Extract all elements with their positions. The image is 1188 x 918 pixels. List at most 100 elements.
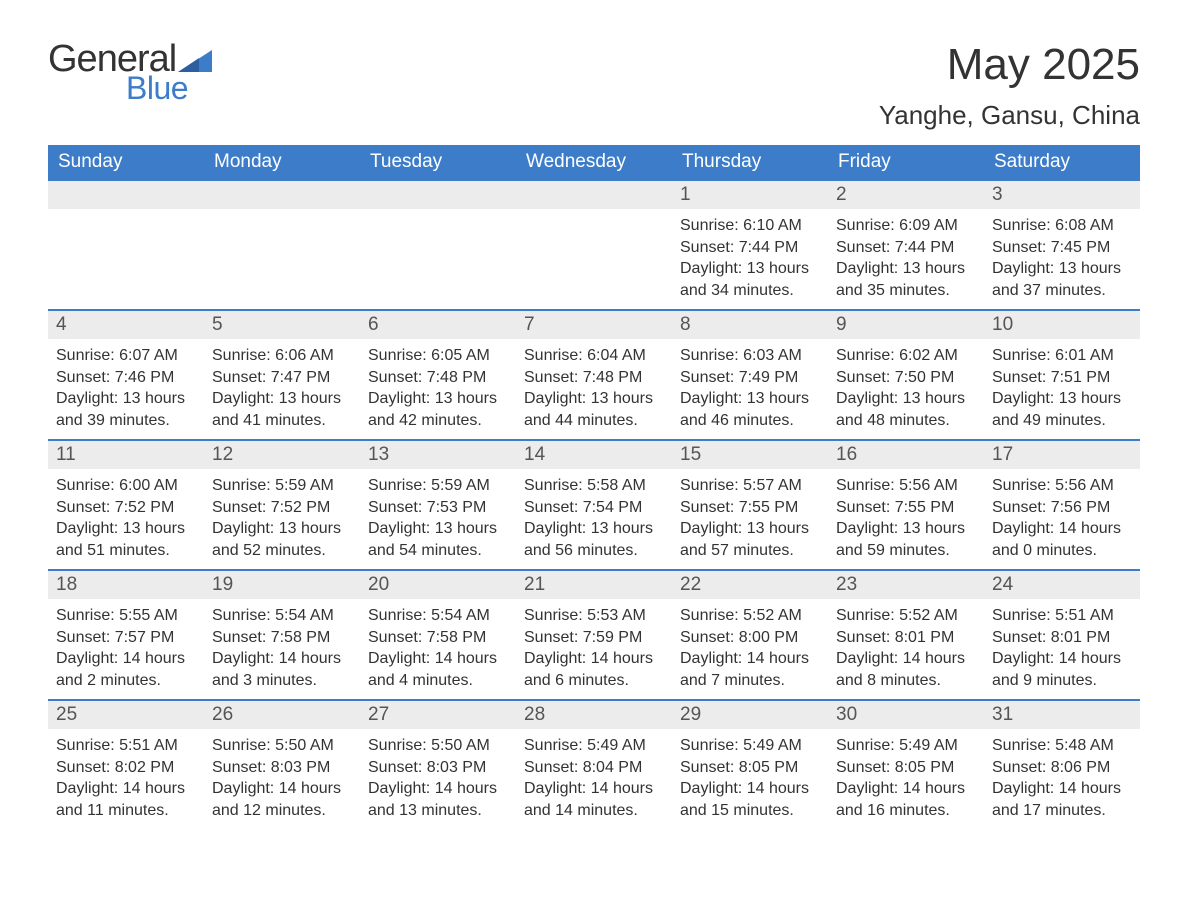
day-cell: 24Sunrise: 5:51 AMSunset: 8:01 PMDayligh…: [984, 569, 1140, 699]
daylight-line: Daylight: 14 hours: [212, 778, 352, 800]
day-body: Sunrise: 5:57 AMSunset: 7:55 PMDaylight:…: [672, 469, 828, 565]
daylight-line: Daylight: 13 hours: [212, 518, 352, 540]
daylight-line2: and 16 minutes.: [836, 800, 976, 822]
day-number: 29: [672, 699, 828, 729]
daylight-line: Daylight: 13 hours: [56, 518, 196, 540]
daylight-line: Daylight: 13 hours: [368, 518, 508, 540]
day-cell: 7Sunrise: 6:04 AMSunset: 7:48 PMDaylight…: [516, 309, 672, 439]
daylight-line2: and 39 minutes.: [56, 410, 196, 432]
week-row: 4Sunrise: 6:07 AMSunset: 7:46 PMDaylight…: [48, 309, 1140, 439]
daylight-line2: and 15 minutes.: [680, 800, 820, 822]
sunrise-line: Sunrise: 5:50 AM: [368, 735, 508, 757]
daylight-line: Daylight: 14 hours: [524, 778, 664, 800]
daylight-line: Daylight: 14 hours: [212, 648, 352, 670]
sunset-line: Sunset: 7:46 PM: [56, 367, 196, 389]
day-cell: 5Sunrise: 6:06 AMSunset: 7:47 PMDaylight…: [204, 309, 360, 439]
day-number: 25: [48, 699, 204, 729]
sunset-line: Sunset: 7:54 PM: [524, 497, 664, 519]
day-cell: 6Sunrise: 6:05 AMSunset: 7:48 PMDaylight…: [360, 309, 516, 439]
daylight-line2: and 54 minutes.: [368, 540, 508, 562]
daylight-line: Daylight: 13 hours: [836, 388, 976, 410]
daylight-line2: and 3 minutes.: [212, 670, 352, 692]
day-number: 31: [984, 699, 1140, 729]
daylight-line2: and 34 minutes.: [680, 280, 820, 302]
sunset-line: Sunset: 7:55 PM: [680, 497, 820, 519]
sunrise-line: Sunrise: 5:59 AM: [212, 475, 352, 497]
title-block: May 2025 Yanghe, Gansu, China: [879, 40, 1140, 131]
day-body: Sunrise: 6:00 AMSunset: 7:52 PMDaylight:…: [48, 469, 204, 565]
sunset-line: Sunset: 7:44 PM: [836, 237, 976, 259]
day-body: Sunrise: 5:54 AMSunset: 7:58 PMDaylight:…: [204, 599, 360, 695]
day-number: 7: [516, 309, 672, 339]
daylight-line: Daylight: 14 hours: [992, 778, 1132, 800]
day-body: [360, 209, 516, 219]
day-body: Sunrise: 5:51 AMSunset: 8:01 PMDaylight:…: [984, 599, 1140, 695]
day-body: Sunrise: 6:02 AMSunset: 7:50 PMDaylight:…: [828, 339, 984, 435]
daylight-line: Daylight: 13 hours: [368, 388, 508, 410]
sunset-line: Sunset: 8:06 PM: [992, 757, 1132, 779]
day-number: 3: [984, 179, 1140, 209]
daylight-line: Daylight: 14 hours: [836, 778, 976, 800]
daylight-line: Daylight: 13 hours: [680, 388, 820, 410]
day-cell: 15Sunrise: 5:57 AMSunset: 7:55 PMDayligh…: [672, 439, 828, 569]
sunset-line: Sunset: 7:49 PM: [680, 367, 820, 389]
day-cell: 12Sunrise: 5:59 AMSunset: 7:52 PMDayligh…: [204, 439, 360, 569]
day-cell: 29Sunrise: 5:49 AMSunset: 8:05 PMDayligh…: [672, 699, 828, 829]
day-cell: 14Sunrise: 5:58 AMSunset: 7:54 PMDayligh…: [516, 439, 672, 569]
sunrise-line: Sunrise: 6:06 AM: [212, 345, 352, 367]
day-cell: 1Sunrise: 6:10 AMSunset: 7:44 PMDaylight…: [672, 179, 828, 309]
sunset-line: Sunset: 7:51 PM: [992, 367, 1132, 389]
daylight-line: Daylight: 13 hours: [680, 518, 820, 540]
sunset-line: Sunset: 7:52 PM: [212, 497, 352, 519]
day-cell: 26Sunrise: 5:50 AMSunset: 8:03 PMDayligh…: [204, 699, 360, 829]
sunrise-line: Sunrise: 5:59 AM: [368, 475, 508, 497]
brand-logo: General Blue: [48, 40, 212, 104]
sunrise-line: Sunrise: 5:57 AM: [680, 475, 820, 497]
daylight-line2: and 37 minutes.: [992, 280, 1132, 302]
daylight-line2: and 57 minutes.: [680, 540, 820, 562]
day-cell: 25Sunrise: 5:51 AMSunset: 8:02 PMDayligh…: [48, 699, 204, 829]
daylight-line2: and 8 minutes.: [836, 670, 976, 692]
day-number: 14: [516, 439, 672, 469]
day-body: Sunrise: 5:58 AMSunset: 7:54 PMDaylight:…: [516, 469, 672, 565]
day-body: Sunrise: 6:09 AMSunset: 7:44 PMDaylight:…: [828, 209, 984, 305]
daylight-line2: and 0 minutes.: [992, 540, 1132, 562]
day-cell: 4Sunrise: 6:07 AMSunset: 7:46 PMDaylight…: [48, 309, 204, 439]
daylight-line2: and 14 minutes.: [524, 800, 664, 822]
daylight-line2: and 17 minutes.: [992, 800, 1132, 822]
day-number: 2: [828, 179, 984, 209]
day-number: .: [360, 179, 516, 209]
sunrise-line: Sunrise: 5:58 AM: [524, 475, 664, 497]
day-body: [48, 209, 204, 219]
day-body: Sunrise: 6:08 AMSunset: 7:45 PMDaylight:…: [984, 209, 1140, 305]
sunset-line: Sunset: 7:44 PM: [680, 237, 820, 259]
daylight-line2: and 2 minutes.: [56, 670, 196, 692]
sunset-line: Sunset: 7:48 PM: [368, 367, 508, 389]
day-body: Sunrise: 5:49 AMSunset: 8:04 PMDaylight:…: [516, 729, 672, 825]
daylight-line2: and 44 minutes.: [524, 410, 664, 432]
day-cell: 17Sunrise: 5:56 AMSunset: 7:56 PMDayligh…: [984, 439, 1140, 569]
day-cell: 2Sunrise: 6:09 AMSunset: 7:44 PMDaylight…: [828, 179, 984, 309]
daylight-line: Daylight: 14 hours: [524, 648, 664, 670]
day-body: Sunrise: 6:03 AMSunset: 7:49 PMDaylight:…: [672, 339, 828, 435]
daylight-line: Daylight: 13 hours: [992, 388, 1132, 410]
day-body: Sunrise: 5:50 AMSunset: 8:03 PMDaylight:…: [360, 729, 516, 825]
day-number: .: [48, 179, 204, 209]
day-number: 6: [360, 309, 516, 339]
day-number: 13: [360, 439, 516, 469]
day-cell: .: [516, 179, 672, 309]
sunrise-line: Sunrise: 6:01 AM: [992, 345, 1132, 367]
weekday-header-cell: Thursday: [672, 145, 828, 179]
day-cell: 20Sunrise: 5:54 AMSunset: 7:58 PMDayligh…: [360, 569, 516, 699]
daylight-line: Daylight: 13 hours: [836, 258, 976, 280]
sunrise-line: Sunrise: 5:55 AM: [56, 605, 196, 627]
day-number: 15: [672, 439, 828, 469]
sunrise-line: Sunrise: 5:49 AM: [680, 735, 820, 757]
day-cell: .: [360, 179, 516, 309]
daylight-line: Daylight: 13 hours: [212, 388, 352, 410]
day-number: 24: [984, 569, 1140, 599]
sunrise-line: Sunrise: 6:10 AM: [680, 215, 820, 237]
sunrise-line: Sunrise: 5:52 AM: [680, 605, 820, 627]
daylight-line2: and 11 minutes.: [56, 800, 196, 822]
daylight-line: Daylight: 14 hours: [56, 778, 196, 800]
